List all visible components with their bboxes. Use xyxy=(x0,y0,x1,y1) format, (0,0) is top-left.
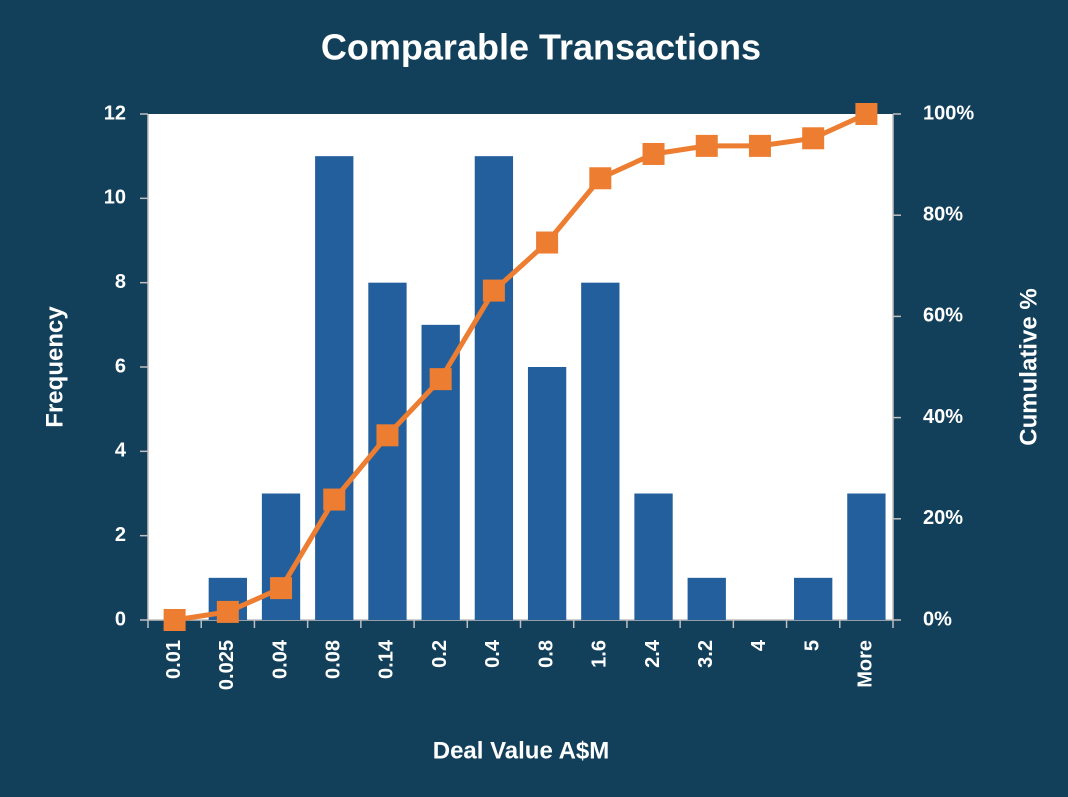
line-marker xyxy=(482,279,505,302)
line-marker xyxy=(536,231,559,254)
y-tick-label: 4 xyxy=(115,440,127,462)
y2-tick-label: 80% xyxy=(923,203,963,225)
y-axis-title: Frequency xyxy=(41,306,68,428)
x-tick-label: 0.4 xyxy=(482,639,504,668)
x-tick-label: 0.04 xyxy=(269,639,291,679)
x-tick-label: 0.2 xyxy=(429,640,451,668)
y-tick-label: 0 xyxy=(115,608,126,630)
line-marker xyxy=(695,134,718,157)
line-marker xyxy=(216,600,239,623)
x-tick-label: 0.8 xyxy=(535,640,557,668)
y2-tick-label: 0% xyxy=(923,608,952,630)
y2-tick-label: 60% xyxy=(923,305,963,327)
chart-title: Comparable Transactions xyxy=(321,27,761,68)
line-marker xyxy=(642,142,665,165)
y-tick-label: 2 xyxy=(115,524,126,546)
x-tick-label: 0.025 xyxy=(216,640,238,690)
x-tick-label: 2.4 xyxy=(642,639,664,668)
bar xyxy=(847,493,886,620)
x-tick-label: More xyxy=(855,640,877,688)
bar xyxy=(634,493,673,620)
y2-tick-label: 40% xyxy=(923,406,963,428)
y-tick-label: 10 xyxy=(104,187,126,209)
y2-tick-label: 100% xyxy=(923,102,974,124)
x-axis-title: Deal Value A$M xyxy=(433,737,610,764)
x-tick-label: 0.14 xyxy=(376,639,398,679)
bar xyxy=(527,367,567,620)
y-tick-label: 12 xyxy=(104,102,126,124)
line-marker xyxy=(855,103,878,125)
bar xyxy=(261,493,301,620)
line-marker xyxy=(376,424,399,447)
y2-tick-label: 20% xyxy=(923,507,963,529)
line-marker xyxy=(270,577,293,600)
line-marker xyxy=(163,609,186,631)
x-tick-label: 0.08 xyxy=(323,640,345,679)
line-marker xyxy=(323,488,346,511)
line-marker xyxy=(748,134,771,157)
plot-area xyxy=(148,114,893,620)
line-marker xyxy=(429,368,452,391)
y-tick-label: 8 xyxy=(115,271,126,293)
bar xyxy=(794,577,833,620)
y-tick-label: 6 xyxy=(115,355,126,377)
x-tick-label: 3.2 xyxy=(695,640,717,668)
x-tick-label: 0.01 xyxy=(163,640,185,679)
bar xyxy=(581,282,620,620)
x-tick-label: 4 xyxy=(748,639,770,651)
bar xyxy=(687,577,726,620)
bar xyxy=(315,156,354,620)
line-marker xyxy=(802,127,825,150)
x-tick-label: 5 xyxy=(801,640,823,651)
y2-axis-title: Cumulative % xyxy=(1015,288,1042,445)
line-marker xyxy=(589,167,612,190)
x-tick-label: 1.6 xyxy=(589,640,611,668)
bar xyxy=(474,156,514,620)
